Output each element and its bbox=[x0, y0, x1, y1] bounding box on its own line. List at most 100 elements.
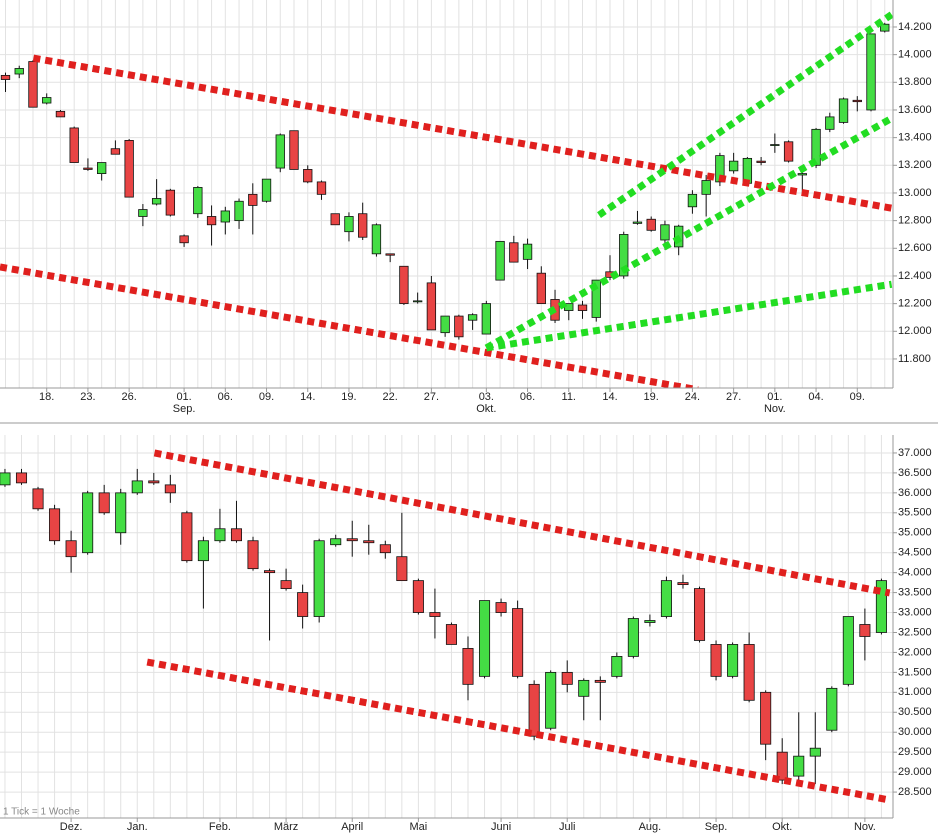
trendline bbox=[146, 658, 891, 804]
candle-body bbox=[591, 279, 601, 318]
x-tick-label: Mai bbox=[410, 821, 428, 833]
candle-body bbox=[528, 683, 540, 737]
candle-body bbox=[396, 556, 408, 582]
candle-body bbox=[148, 480, 160, 484]
candle-body bbox=[234, 200, 244, 222]
candle-body bbox=[462, 648, 474, 685]
candle-body bbox=[454, 315, 464, 338]
candle-body bbox=[313, 540, 325, 617]
y-tick-label: 37.000 bbox=[898, 447, 932, 459]
candle-body bbox=[481, 303, 492, 335]
y-tick-label: 12.400 bbox=[898, 270, 932, 282]
x-tick-label: Aug. bbox=[639, 821, 662, 833]
y-tick-label: 29.000 bbox=[898, 766, 932, 778]
candle-body bbox=[297, 592, 309, 617]
candle-body bbox=[880, 23, 890, 32]
candle-body bbox=[0, 74, 11, 80]
candle-body bbox=[110, 148, 121, 155]
x-tick-label: 06. bbox=[520, 391, 535, 403]
x-tick-label: 09. bbox=[850, 391, 865, 403]
candle-body bbox=[197, 540, 209, 562]
candle-body bbox=[509, 242, 519, 263]
y-tick-label: 30.000 bbox=[898, 726, 932, 738]
y-tick-label: 35.500 bbox=[898, 507, 932, 519]
x-tick-label: 19. bbox=[644, 391, 659, 403]
y-tick-label: 33.500 bbox=[898, 586, 932, 598]
candle-body bbox=[429, 612, 441, 617]
candle-body bbox=[561, 671, 573, 685]
candle-body bbox=[220, 210, 230, 223]
candle-body bbox=[660, 224, 670, 241]
y-tick-label: 12.600 bbox=[898, 242, 932, 254]
x-month-label: Nov. bbox=[764, 403, 786, 415]
candle-body bbox=[0, 472, 11, 486]
candle-body bbox=[115, 492, 127, 534]
candle-body bbox=[385, 253, 395, 256]
candle-body bbox=[479, 600, 491, 677]
candle-body bbox=[866, 33, 876, 111]
y-tick-label: 12.200 bbox=[898, 298, 932, 310]
candle-body bbox=[280, 580, 292, 589]
candle-body bbox=[776, 751, 788, 781]
x-tick-label: April bbox=[341, 821, 363, 833]
y-tick-label: 36.500 bbox=[898, 467, 932, 479]
candle-body bbox=[316, 181, 327, 195]
x-tick-label: 24. bbox=[685, 391, 700, 403]
candle-body bbox=[770, 144, 780, 146]
candle-body bbox=[687, 193, 698, 208]
candle-body bbox=[809, 747, 821, 757]
candle-body bbox=[358, 213, 368, 238]
y-tick-label: 32.500 bbox=[898, 626, 932, 638]
x-tick-label: 18. bbox=[39, 391, 54, 403]
candle-body bbox=[371, 224, 382, 255]
candle-body bbox=[467, 314, 478, 321]
x-tick-label: 23. bbox=[80, 391, 95, 403]
y-tick-label: 14.000 bbox=[898, 49, 932, 61]
candle-body bbox=[859, 624, 871, 637]
candle-body bbox=[811, 128, 821, 166]
candle-body bbox=[179, 235, 189, 244]
plot-area bbox=[0, 435, 893, 818]
candle-body bbox=[131, 480, 143, 494]
candle-body bbox=[261, 178, 272, 202]
candle-body bbox=[577, 304, 588, 311]
candle-body bbox=[32, 488, 44, 510]
x-tick-label: 22. bbox=[383, 391, 398, 403]
candle-body bbox=[495, 602, 507, 613]
candle-body bbox=[440, 315, 450, 334]
candle-body bbox=[783, 141, 794, 162]
candle-body bbox=[852, 99, 862, 103]
candle-body bbox=[399, 265, 409, 305]
candle-body bbox=[206, 216, 217, 226]
y-tick-label: 12.800 bbox=[898, 215, 932, 227]
candle-body bbox=[644, 620, 656, 623]
candle-body bbox=[248, 193, 258, 206]
y-tick-label: 13.000 bbox=[898, 187, 932, 199]
candle-body bbox=[838, 98, 849, 123]
y-tick-label: 35.000 bbox=[898, 527, 932, 539]
y-tick-label: 13.400 bbox=[898, 132, 932, 144]
candle-body bbox=[536, 272, 546, 305]
candle-body bbox=[727, 644, 739, 677]
candle-body bbox=[275, 134, 285, 169]
candle-body bbox=[379, 544, 391, 554]
candle-body bbox=[412, 580, 424, 613]
candle-body bbox=[693, 588, 706, 641]
candle-body bbox=[611, 656, 623, 677]
candle-body bbox=[264, 570, 276, 574]
y-tick-label: 36.000 bbox=[898, 487, 932, 499]
candle-body bbox=[28, 61, 38, 108]
candle-body bbox=[138, 209, 148, 217]
candle-body bbox=[230, 528, 243, 542]
x-month-label: Okt. bbox=[476, 403, 496, 415]
candle-body bbox=[49, 508, 61, 542]
candle-body bbox=[743, 644, 755, 701]
candle-body bbox=[677, 582, 689, 586]
x-tick-label: Nov. bbox=[854, 821, 876, 833]
candle-body bbox=[346, 538, 358, 542]
candle-body bbox=[756, 160, 766, 163]
candle-body bbox=[793, 755, 805, 777]
candle-body bbox=[627, 618, 639, 657]
candle-body bbox=[42, 97, 52, 104]
